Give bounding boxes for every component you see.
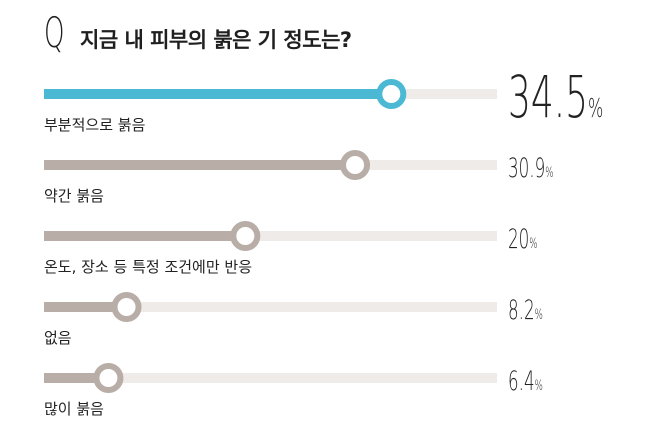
value-number: 8.2 [508, 295, 535, 326]
value-unit: % [545, 164, 553, 181]
q-mark: Q [44, 8, 65, 57]
category-label: 없음 [44, 329, 72, 347]
value-label: 34.5% [508, 64, 603, 131]
category-label: 많이 붉음 [44, 400, 104, 418]
value-label: 6.4% [508, 366, 543, 397]
value-number: 34.5 [508, 64, 588, 131]
bar-fill [44, 231, 246, 241]
bar-fill [44, 302, 127, 312]
bar-fill [44, 89, 392, 99]
value-number: 6.4 [508, 366, 535, 397]
value-label: 20% [508, 224, 538, 255]
bar-end-marker [93, 363, 124, 393]
bar-end-marker [340, 150, 371, 180]
value-unit: % [529, 235, 537, 252]
value-unit: % [588, 94, 603, 124]
category-label: 부분적으로 붉음 [44, 116, 145, 134]
value-number: 20 [508, 224, 529, 255]
bar-track [44, 231, 497, 241]
bar-end-marker [111, 292, 142, 322]
bar-fill [44, 373, 109, 383]
bar-track [44, 302, 497, 312]
bar-fill [44, 160, 356, 170]
value-number: 30.9 [508, 153, 545, 184]
value-label: 8.2% [508, 295, 543, 326]
category-label: 온도, 장소 등 특정 조건에만 반응 [44, 258, 252, 276]
bar-track [44, 373, 497, 383]
value-unit: % [535, 306, 543, 323]
category-label: 약간 붉음 [44, 187, 104, 205]
bar-end-marker [376, 79, 407, 109]
value-label: 30.9% [508, 153, 553, 184]
question-title: 지금 내 피부의 붉은 기 정도는? [80, 28, 352, 52]
bar-end-marker [230, 221, 261, 251]
value-unit: % [535, 377, 543, 394]
